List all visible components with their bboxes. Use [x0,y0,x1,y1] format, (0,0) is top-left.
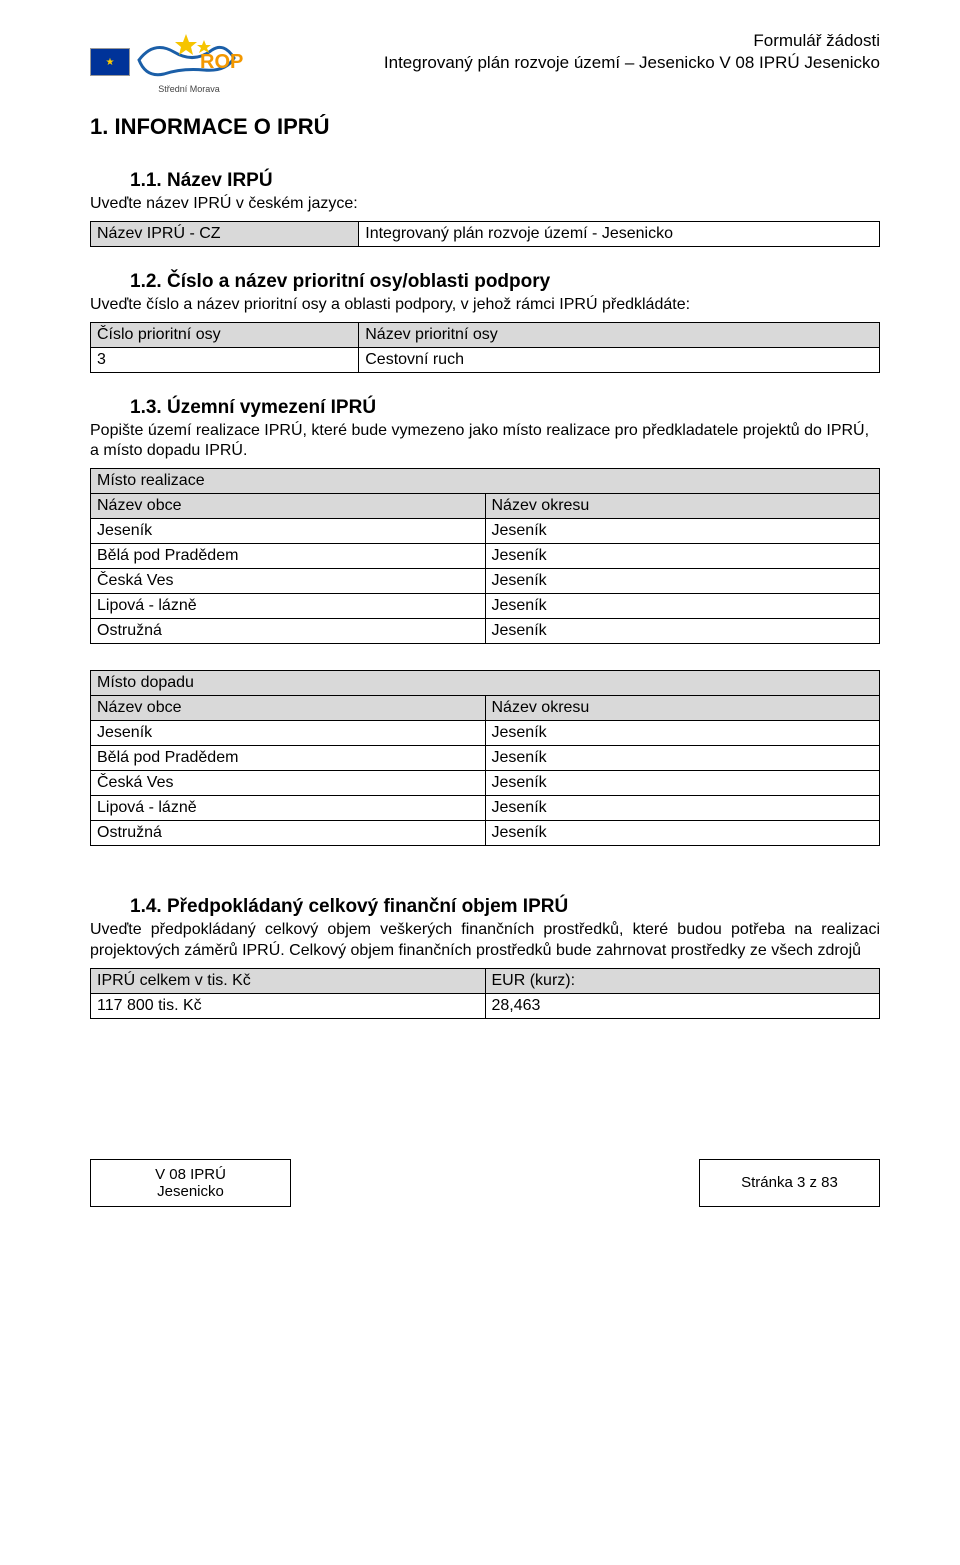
section-1-2-instruction: Uveďte číslo a název prioritní osy a obl… [90,295,880,316]
table-cell: Ostružná [91,821,486,846]
table-cell: Jeseník [485,594,880,619]
table-cell: Jeseník [91,519,486,544]
logo-block: ★ ROP Střední Morava [90,30,244,94]
section-1-3-title: 1.3. Územní vymezení IPRÚ [90,397,880,419]
header-subtitle: Integrovaný plán rozvoje území – Jesenic… [254,52,880,74]
value-nazev-ipru-cz: Integrovaný plán rozvoje území - Jesenic… [359,221,880,246]
col-nazev-okresu-2: Název okresu [485,696,880,721]
value-nazev-osy: Cestovní ruch [359,347,880,372]
page-footer: V 08 IPRÚ Jesenicko Stránka 3 z 83 [90,1159,880,1217]
table-cell: Lipová - lázně [91,594,486,619]
page-header: ★ ROP Střední Morava Formulář žádosti In… [90,30,880,94]
table-cell: Lipová - lázně [91,796,486,821]
value-eur-kurz: 28,463 [485,993,880,1018]
form-label: Formulář žádosti [254,30,880,52]
table-name-ipru: Název IPRÚ - CZ Integrovaný plán rozvoje… [90,221,880,247]
section-1-2-title: 1.2. Číslo a název prioritní osy/oblasti… [90,271,880,293]
table-cell: Jeseník [485,544,880,569]
table-cell: Jeseník [485,721,880,746]
section-1-3-instruction: Popište území realizace IPRÚ, které bude… [90,421,880,463]
col-cislo-prioritni-osy: Číslo prioritní osy [91,322,359,347]
header-misto-realizace: Místo realizace [91,469,880,494]
table-cell: Česká Ves [91,771,486,796]
table-priority-axis: Číslo prioritní osy Název prioritní osy … [90,322,880,373]
table-misto-dopadu: Místo dopadu Název obce Název okresu Jes… [90,670,880,846]
value-ipru-celkem: 117 800 tis. Kč [91,993,486,1018]
col-nazev-obce: Název obce [91,494,486,519]
section-1-4-instruction: Uveďte předpokládaný celkový objem veške… [90,920,880,962]
footer-right-box: Stránka 3 z 83 [699,1159,880,1207]
col-eur-kurz: EUR (kurz): [485,968,880,993]
value-cislo-osy: 3 [91,347,359,372]
table-cell: Jeseník [485,619,880,644]
section-1-4-title: 1.4. Předpokládaný celkový finanční obje… [90,896,880,918]
table-cell: Jeseník [91,721,486,746]
table-cell: Jeseník [485,821,880,846]
table-cell: Ostružná [91,619,486,644]
section-1-1-title: 1.1. Název IRPÚ [90,170,880,192]
col-nazev-obce-2: Název obce [91,696,486,721]
table-cell: Bělá pod Pradědem [91,544,486,569]
header-misto-dopadu: Místo dopadu [91,671,880,696]
table-finance: IPRÚ celkem v tis. Kč EUR (kurz): 117 80… [90,968,880,1019]
table-cell: Bělá pod Pradědem [91,746,486,771]
section-1-1-instruction: Uveďte název IPRÚ v českém jazyce: [90,194,880,215]
col-ipru-celkem: IPRÚ celkem v tis. Kč [91,968,486,993]
table-cell: Jeseník [485,796,880,821]
table-cell: Česká Ves [91,569,486,594]
header-text: Formulář žádosti Integrovaný plán rozvoj… [254,30,880,74]
footer-left-box: V 08 IPRÚ Jesenicko [90,1159,291,1207]
rop-caption: Střední Morava [158,84,220,94]
table-cell: Jeseník [485,519,880,544]
page-number: Stránka 3 z 83 [700,1159,880,1206]
eu-flag-icon: ★ [90,48,130,76]
table-cell: Jeseník [485,746,880,771]
label-nazev-ipru-cz: Název IPRÚ - CZ [91,221,359,246]
svg-text:ROP: ROP [200,51,243,73]
footer-doc-id-line1: V 08 IPRÚ [155,1166,226,1183]
table-misto-realizace: Místo realizace Název obce Název okresu … [90,468,880,644]
rop-logo-icon: ROP Střední Morava [134,30,244,94]
col-nazev-okresu: Název okresu [485,494,880,519]
table-cell: Jeseník [485,771,880,796]
document-page: ★ ROP Střední Morava Formulář žádosti In… [0,0,960,1257]
table-cell: Jeseník [485,569,880,594]
col-nazev-prioritni-osy: Název prioritní osy [359,322,880,347]
footer-doc-id-line2: Jesenicko [157,1183,224,1200]
section-1-title: 1. INFORMACE O IPRÚ [90,114,880,140]
